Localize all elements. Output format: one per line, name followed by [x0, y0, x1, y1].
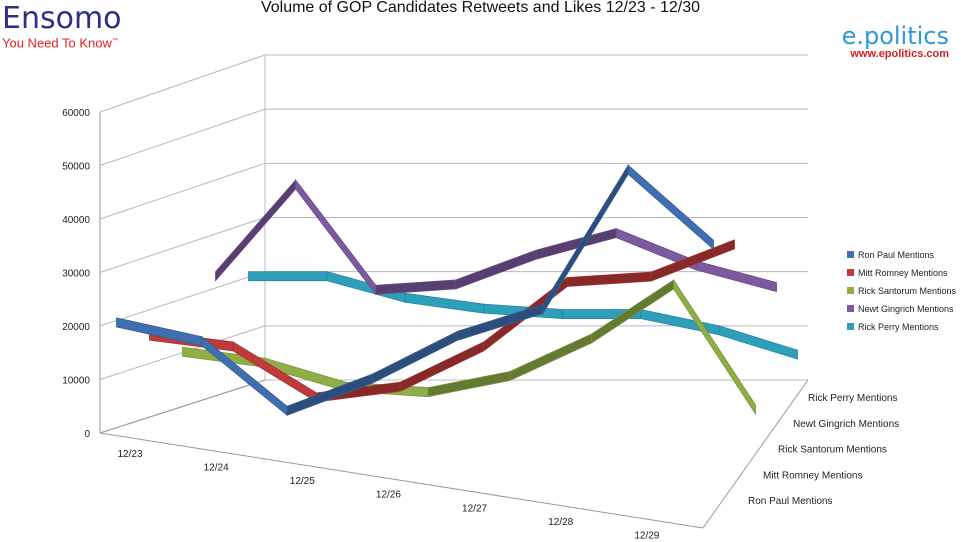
- legend-swatch: [847, 251, 854, 258]
- series-segment: [718, 325, 798, 360]
- depth-tick-label: Mitt Romney Mentions: [763, 470, 862, 481]
- ensomo-logo-name: Ensomo: [2, 1, 122, 36]
- legend-label: Mitt Romney Mentions: [858, 268, 948, 278]
- gridline: [99, 54, 808, 113]
- epolitics-url: www.epolitics.com: [850, 48, 949, 60]
- series-segment: [427, 371, 511, 398]
- epolitics-logo: e.politics www.epolitics.com: [842, 24, 949, 60]
- y-tick-label: 40000: [62, 215, 90, 226]
- x-tick-label: 12/29: [634, 530, 659, 541]
- series-segment: [627, 164, 714, 251]
- y-tick-label: 10000: [62, 376, 90, 387]
- depth-axis-line: [702, 379, 809, 529]
- x-axis-line: [99, 432, 704, 529]
- x-tick-label: 12/23: [117, 449, 142, 460]
- ensomo-tagline-text: You Need To Know: [2, 35, 112, 51]
- legend-swatch: [847, 287, 854, 294]
- legend-label: Rick Santorum Mentions: [858, 286, 957, 296]
- series-segment: [542, 163, 629, 315]
- x-tick-label: 12/26: [376, 490, 401, 501]
- y-tick-label: 50000: [62, 162, 90, 173]
- x-tick-label: 12/25: [290, 476, 315, 487]
- series-segment: [650, 239, 735, 282]
- x-tick-label: 12/28: [548, 517, 573, 528]
- x-tick-label: 12/24: [204, 463, 229, 474]
- legend-swatch: [847, 269, 854, 276]
- depth-tick-label: Newt Gingrich Mentions: [793, 419, 899, 430]
- ensomo-tagline: You Need To Know™: [2, 34, 122, 50]
- gridline: [99, 108, 808, 166]
- series-segment: [248, 271, 328, 282]
- series-segment: [509, 333, 593, 382]
- series-segment: [404, 292, 485, 314]
- chart-title: Volume of GOP Candidates Retweets and Li…: [260, 0, 701, 16]
- legend-label: Newt Gingrich Mentions: [858, 304, 954, 314]
- y-tick-label: 30000: [62, 269, 90, 280]
- series-segment: [695, 260, 777, 293]
- depth-tick-label: Rick Santorum Mentions: [778, 445, 887, 456]
- y-tick-label: 60000: [62, 108, 90, 119]
- epolitics-logo-name: e.politics: [841, 22, 949, 50]
- series-segment: [375, 279, 457, 295]
- series-segment: [673, 278, 756, 416]
- gridline: [99, 162, 808, 220]
- legend-label: Ron Paul Mentions: [858, 250, 935, 260]
- legend-label: Rick Perry Mentions: [858, 322, 939, 332]
- depth-tick-label: Rick Perry Mentions: [808, 393, 897, 404]
- series-segment: [566, 271, 652, 287]
- legend-swatch: [847, 323, 854, 330]
- y-tick-label: 20000: [62, 322, 90, 333]
- depth-tick-label: Ron Paul Mentions: [748, 496, 833, 507]
- legend-swatch: [847, 305, 854, 312]
- series-segment: [455, 249, 537, 290]
- y-tick-label: 0: [84, 429, 90, 440]
- ensomo-logo: Ensomo You Need To Know™: [2, 4, 122, 50]
- floor-left-edge: [99, 379, 266, 434]
- ensomo-trademark: ™: [111, 38, 118, 44]
- x-tick-label: 12/27: [462, 503, 487, 514]
